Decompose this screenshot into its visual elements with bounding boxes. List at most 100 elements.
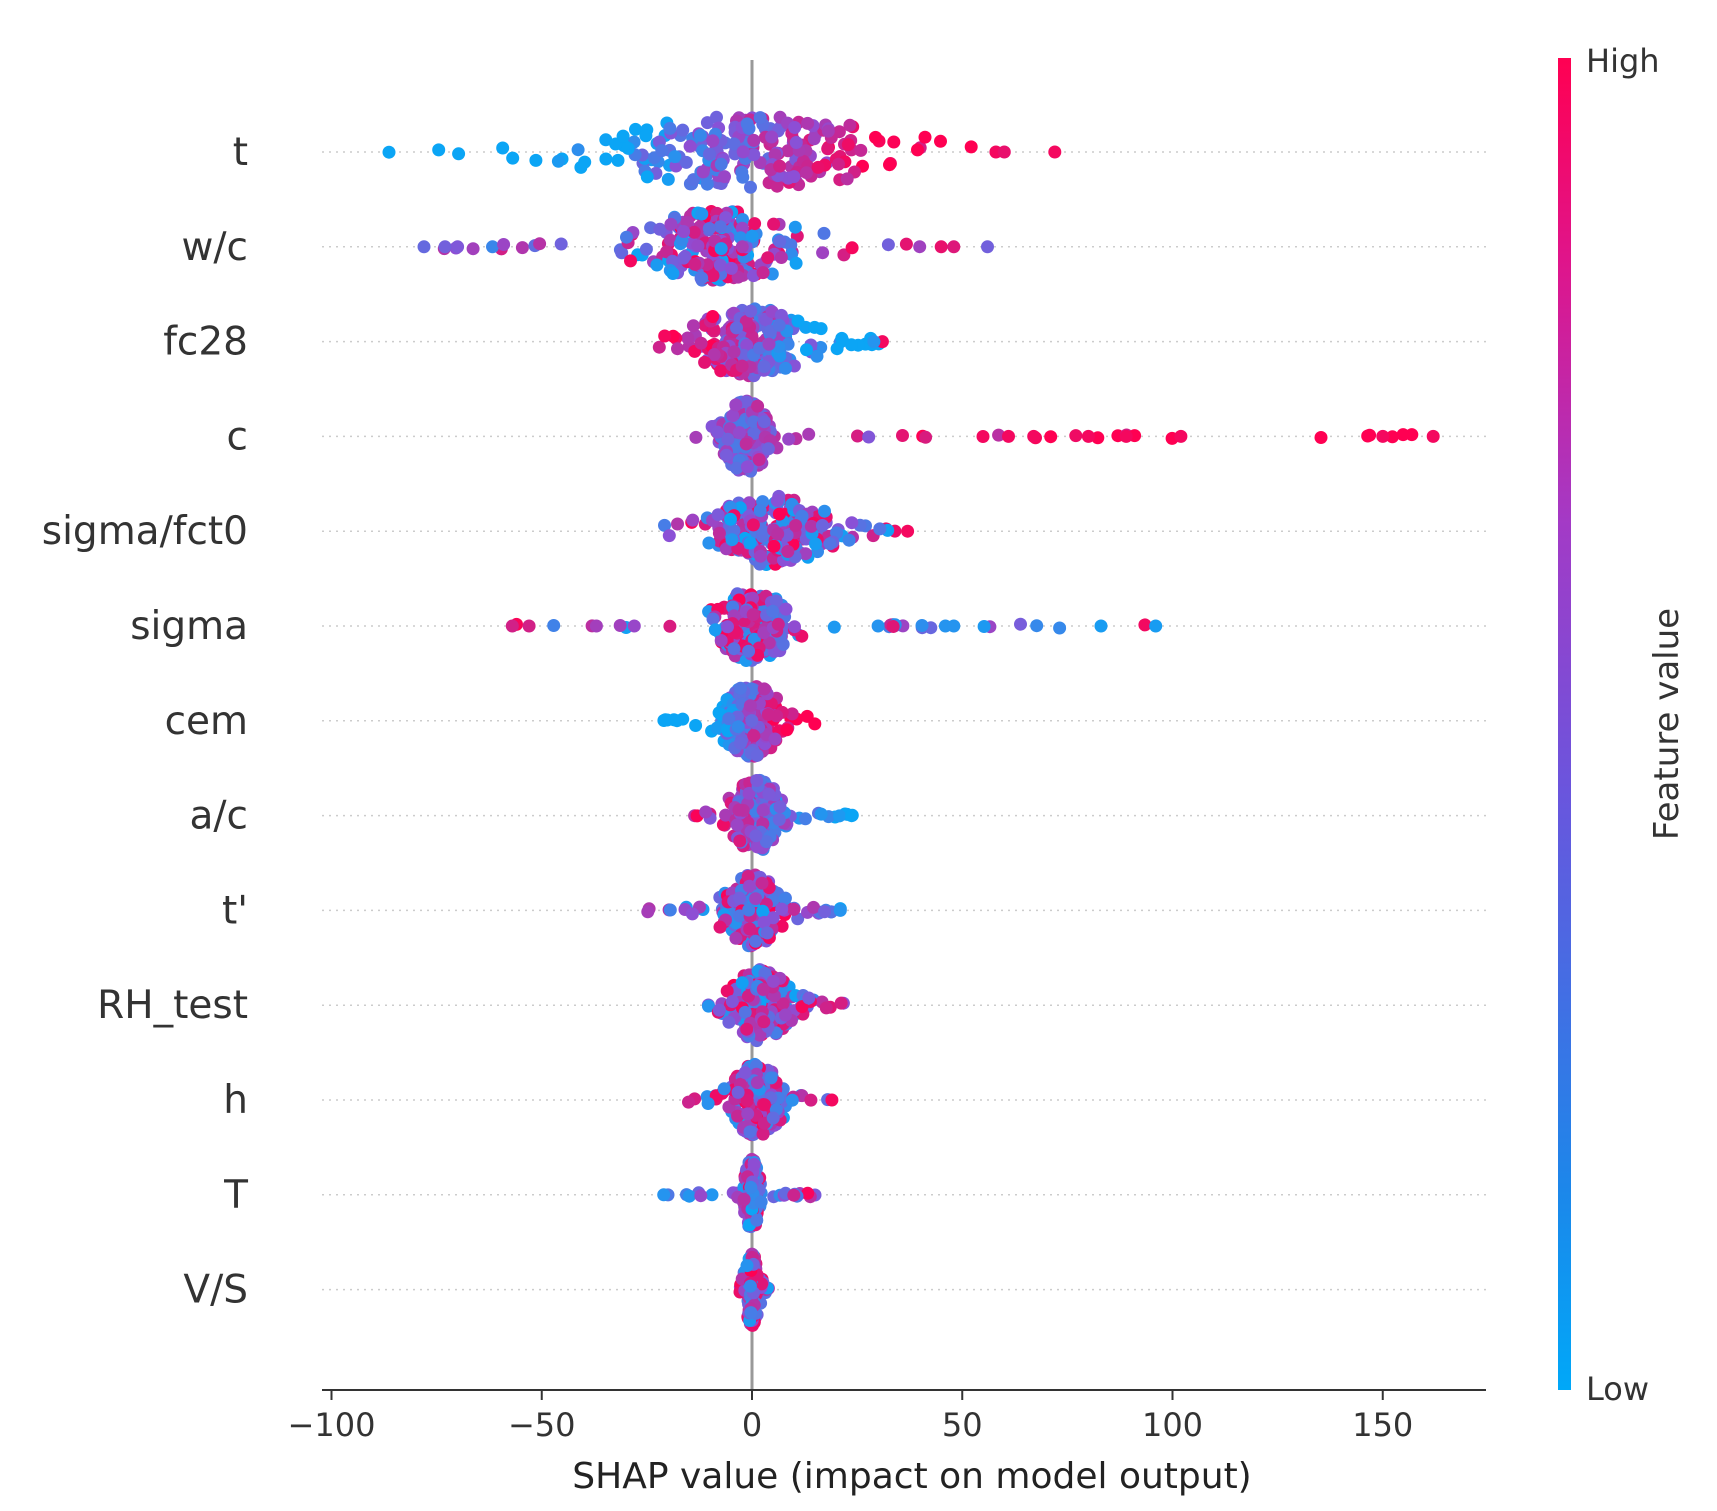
point-w-c bbox=[438, 240, 452, 254]
point-sigma-fct0 bbox=[901, 524, 915, 538]
point-sigma-fct0 bbox=[823, 537, 837, 551]
point-t bbox=[789, 136, 803, 149]
point-t bbox=[832, 125, 846, 139]
point-cem bbox=[734, 681, 747, 695]
point-cem bbox=[743, 699, 757, 713]
point-rh-test bbox=[778, 1008, 792, 1022]
point-sigma bbox=[627, 619, 641, 633]
point-c bbox=[782, 432, 796, 446]
point-t bbox=[744, 180, 757, 194]
point-rh-test bbox=[720, 984, 734, 998]
point-sigma bbox=[886, 620, 900, 633]
point-sigma-fct0 bbox=[686, 513, 700, 527]
point-c bbox=[747, 427, 761, 440]
point-sigma-fct0 bbox=[815, 519, 829, 532]
point-t bbox=[1048, 145, 1062, 159]
point-sigma-fct0 bbox=[662, 529, 676, 543]
point-t bbox=[997, 145, 1011, 159]
point-c bbox=[919, 430, 933, 444]
point-t bbox=[718, 170, 731, 184]
point-cem bbox=[658, 713, 672, 727]
point-sigma-fct0 bbox=[711, 508, 725, 522]
point-rh-test bbox=[819, 1001, 833, 1015]
point-w-c bbox=[981, 240, 994, 254]
x-axis: −100 −50 0 50 100 150 SHAP value (impact on m… bbox=[288, 1389, 1486, 1497]
point-fc28 bbox=[744, 304, 758, 318]
point-h bbox=[731, 1085, 745, 1099]
point-t- bbox=[807, 900, 820, 914]
point-sigma bbox=[1030, 619, 1044, 633]
point-w-c bbox=[899, 237, 913, 251]
point-t bbox=[629, 122, 642, 136]
point-t bbox=[811, 160, 825, 174]
point-fc28 bbox=[735, 359, 749, 373]
point-a-c bbox=[762, 787, 776, 801]
point-sigma bbox=[977, 620, 991, 633]
point-t- bbox=[742, 879, 756, 893]
point-a-c bbox=[732, 803, 746, 817]
feature-label-h: h bbox=[223, 1078, 248, 1123]
point-t- bbox=[833, 903, 847, 917]
point-fc28 bbox=[706, 310, 720, 323]
point-fc28 bbox=[681, 331, 695, 345]
point-t- bbox=[749, 892, 763, 906]
point-sigma-fct0 bbox=[724, 512, 737, 526]
point-sigma-fct0 bbox=[754, 549, 768, 563]
point-sigma bbox=[1014, 617, 1027, 631]
point-w-c bbox=[788, 220, 802, 234]
point-w-c bbox=[624, 254, 637, 268]
point-h bbox=[741, 1107, 755, 1121]
point-c bbox=[1081, 429, 1095, 443]
colorbar-low-label: Low bbox=[1586, 1370, 1649, 1408]
point-w-c bbox=[816, 246, 830, 260]
point-w-c bbox=[845, 241, 859, 255]
point-fc28 bbox=[652, 340, 666, 354]
point-sigma bbox=[505, 619, 519, 633]
point-w-c bbox=[714, 242, 728, 256]
point-c bbox=[732, 426, 746, 440]
point-sigma-fct0 bbox=[767, 539, 781, 553]
point-t bbox=[529, 153, 543, 167]
point-t bbox=[663, 121, 677, 135]
point-t- bbox=[741, 870, 755, 883]
point-t bbox=[639, 129, 653, 143]
point-t bbox=[807, 132, 821, 146]
point-t bbox=[382, 145, 396, 159]
point-t bbox=[788, 121, 802, 134]
point-w-c bbox=[745, 229, 759, 243]
point-sigma bbox=[742, 644, 756, 658]
point-t bbox=[452, 147, 466, 161]
point-c bbox=[689, 430, 703, 444]
point-t bbox=[964, 140, 978, 154]
point-c bbox=[1385, 430, 1399, 444]
point-c bbox=[862, 430, 876, 444]
point-t- bbox=[775, 919, 789, 933]
point-w-c bbox=[756, 266, 770, 280]
point-t bbox=[787, 170, 801, 184]
point-sigma-fct0 bbox=[658, 518, 671, 532]
point-w-c bbox=[486, 240, 499, 254]
feature-label-cem: cem bbox=[165, 699, 248, 744]
point-t bbox=[773, 159, 787, 173]
x-tick-label: 0 bbox=[742, 1406, 762, 1444]
point-t bbox=[506, 151, 520, 165]
point-t bbox=[616, 129, 630, 143]
point-h bbox=[764, 1071, 778, 1085]
point-t bbox=[934, 134, 947, 148]
point-a-c bbox=[742, 786, 756, 800]
point-c bbox=[761, 442, 775, 456]
point-sigma bbox=[827, 620, 841, 634]
point-rh-test bbox=[834, 996, 848, 1010]
point-t bbox=[911, 143, 924, 157]
point-h bbox=[682, 1095, 695, 1109]
point-cem bbox=[764, 697, 778, 711]
point-c bbox=[1119, 429, 1133, 443]
point-h bbox=[731, 1109, 745, 1123]
point-w-c bbox=[774, 251, 788, 264]
point-t bbox=[736, 145, 750, 159]
point-fc28 bbox=[730, 321, 743, 335]
point-w-c bbox=[451, 240, 465, 254]
point-rh-test bbox=[725, 995, 739, 1008]
point-fc28 bbox=[772, 340, 786, 354]
point-sigma bbox=[779, 602, 793, 616]
